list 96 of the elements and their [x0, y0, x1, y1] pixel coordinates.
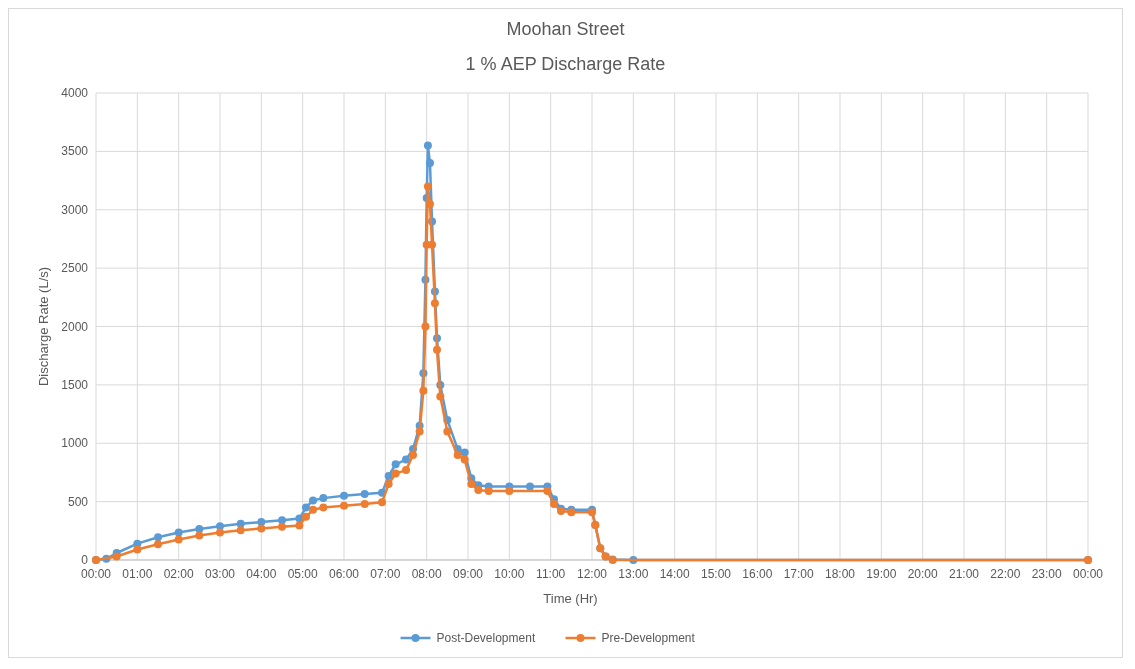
- point: [391, 469, 400, 478]
- point: [295, 521, 304, 530]
- point: [419, 386, 428, 395]
- point: [301, 503, 310, 512]
- point: [340, 501, 348, 510]
- point: [309, 496, 317, 505]
- point: [133, 545, 142, 554]
- point: [340, 491, 348, 500]
- x-tick-label: 23:00: [1031, 567, 1063, 581]
- y-axis-title: Discharge Rate (L/s): [36, 266, 51, 387]
- x-tick-label: 06:00: [328, 567, 360, 581]
- point: [257, 518, 266, 527]
- point: [402, 455, 410, 464]
- point: [436, 392, 445, 401]
- point: [549, 499, 558, 508]
- x-tick-label: 21:00: [948, 567, 980, 581]
- point: [428, 240, 437, 249]
- point: [319, 503, 328, 512]
- x-tick-label: 04:00: [246, 567, 277, 581]
- point: [154, 540, 162, 549]
- x-tick-label: 02:00: [163, 567, 195, 581]
- chart-title: Moohan Street: [506, 19, 625, 39]
- point: [236, 526, 245, 535]
- x-tick-label: 08:00: [411, 567, 443, 581]
- point: [526, 482, 534, 491]
- point: [174, 535, 183, 544]
- point: [278, 516, 286, 525]
- point: [484, 487, 493, 496]
- x-tick-label: 17:00: [783, 567, 815, 581]
- x-tick-label: 03:00: [204, 567, 236, 581]
- point: [443, 427, 452, 436]
- point: [257, 524, 266, 533]
- y-tick-label: 3000: [61, 202, 89, 217]
- y-tick-label: 1500: [61, 377, 89, 392]
- point: [425, 199, 434, 208]
- point: [433, 345, 441, 354]
- x-tick-label: 14:00: [659, 567, 691, 581]
- legend-label: Pre-Development: [601, 631, 696, 645]
- point: [278, 522, 286, 531]
- point: [460, 448, 469, 457]
- point: [360, 490, 369, 499]
- point: [391, 460, 400, 469]
- point: [384, 471, 393, 480]
- x-tick-label: 05:00: [287, 567, 319, 581]
- point: [216, 522, 224, 531]
- point: [474, 485, 483, 494]
- point: [423, 141, 432, 150]
- point: [415, 427, 424, 436]
- x-tick-label: 13:00: [618, 567, 649, 581]
- y-tick-label: 2000: [61, 319, 89, 334]
- x-tick-label: 12:00: [576, 567, 608, 581]
- point: [216, 528, 224, 537]
- point: [154, 533, 162, 542]
- x-tick-label: 16:00: [742, 567, 773, 581]
- x-tick-label: 15:00: [700, 567, 732, 581]
- point: [460, 455, 469, 464]
- y-tick-label: 500: [67, 494, 89, 509]
- point: [112, 552, 121, 561]
- x-tick-label: 11:00: [536, 567, 566, 581]
- x-axis-title: Time (Hr): [543, 591, 598, 606]
- x-tick-label: 10:00: [494, 567, 525, 581]
- point: [453, 450, 462, 459]
- point: [360, 499, 369, 508]
- y-tick-label: 3500: [61, 144, 89, 159]
- point: [543, 487, 552, 496]
- point: [423, 182, 432, 191]
- x-tick-label: 20:00: [907, 567, 939, 581]
- point: [430, 299, 439, 308]
- chart-subtitle: 1 % AEP Discharge Rate: [465, 54, 666, 74]
- x-tick-label: 00:00: [1072, 567, 1104, 581]
- point: [378, 498, 387, 507]
- point: [402, 466, 410, 475]
- x-tick-label: 19:00: [866, 567, 897, 581]
- point: [505, 487, 514, 496]
- y-tick-label: 4000: [61, 86, 89, 100]
- point: [421, 322, 430, 331]
- point: [195, 531, 204, 540]
- x-tick-label: 00:00: [80, 567, 112, 581]
- point: [467, 480, 476, 489]
- point: [301, 512, 310, 521]
- x-tick-label: 22:00: [990, 567, 1021, 581]
- point: [409, 450, 418, 459]
- y-tick-label: 1000: [61, 436, 89, 451]
- point: [174, 528, 183, 537]
- point: [309, 505, 317, 514]
- point: [384, 480, 393, 489]
- y-tick-label: 2500: [61, 261, 89, 276]
- x-tick-label: 09:00: [452, 567, 484, 581]
- point: [319, 494, 328, 503]
- y-tick-label: 0: [81, 553, 89, 567]
- point: [425, 159, 434, 168]
- point: [195, 525, 204, 534]
- x-tick-label: 01:00: [122, 567, 153, 581]
- x-tick-label: 18:00: [824, 567, 856, 581]
- legend-label: Post-Development: [436, 631, 536, 645]
- x-tick-label: 07:00: [370, 567, 401, 581]
